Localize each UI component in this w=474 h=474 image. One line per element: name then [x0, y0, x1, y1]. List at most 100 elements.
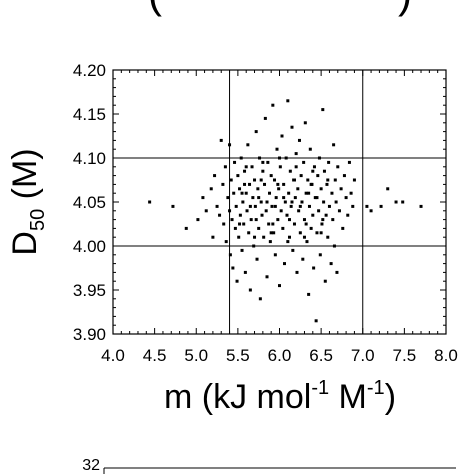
- data-point: [318, 253, 322, 257]
- data-point: [236, 174, 240, 178]
- data-point: [241, 200, 245, 204]
- data-point: [312, 266, 316, 270]
- x-tick-label: 4.0: [101, 346, 125, 365]
- data-point: [296, 187, 300, 191]
- data-point: [229, 178, 233, 182]
- data-point: [259, 178, 263, 182]
- data-point: [297, 138, 301, 142]
- data-point: [336, 165, 340, 169]
- data-point: [230, 218, 234, 222]
- data-point: [333, 178, 337, 182]
- y-tick-label: 3.90: [73, 325, 106, 344]
- data-point: [301, 257, 305, 261]
- y-tick-label: 4.20: [73, 61, 106, 80]
- data-point: [299, 174, 303, 178]
- data-point: [171, 204, 175, 208]
- data-point: [317, 156, 321, 160]
- data-point: [211, 235, 215, 239]
- data-point: [283, 200, 287, 204]
- data-point: [315, 196, 319, 200]
- data-point: [244, 191, 248, 195]
- bottom-panel-tick-label: 32: [82, 457, 100, 474]
- clipped-top-label-left: (: [148, 0, 162, 17]
- y-tick-label: 4.05: [73, 193, 106, 212]
- data-point: [313, 196, 317, 200]
- x-tick-label: 5.5: [226, 346, 250, 365]
- data-point: [269, 174, 273, 178]
- data-point: [254, 218, 258, 222]
- data-point: [253, 235, 257, 239]
- data-point: [332, 244, 336, 248]
- data-point: [228, 253, 232, 257]
- data-point: [264, 209, 268, 213]
- data-point: [300, 200, 304, 204]
- data-point: [309, 182, 313, 186]
- data-point: [201, 196, 205, 200]
- grid-lines: [113, 70, 446, 334]
- data-point: [263, 116, 267, 120]
- data-point: [273, 178, 277, 182]
- data-point: [319, 187, 323, 191]
- data-point: [298, 204, 302, 208]
- data-point: [253, 204, 257, 208]
- data-point: [248, 182, 252, 186]
- data-point: [287, 218, 291, 222]
- data-point: [315, 231, 319, 235]
- data-point: [325, 182, 329, 186]
- data-point: [237, 235, 241, 239]
- data-point: [234, 204, 238, 208]
- data-point: [258, 297, 262, 301]
- data-point: [228, 143, 232, 147]
- data-point: [275, 147, 279, 151]
- data-point: [239, 156, 243, 160]
- data-point: [312, 165, 316, 169]
- data-point: [309, 226, 313, 230]
- data-point: [258, 156, 262, 160]
- data-point: [324, 213, 328, 217]
- data-point: [295, 270, 299, 274]
- data-point: [285, 213, 289, 217]
- data-point: [284, 156, 288, 160]
- data-point: [256, 187, 260, 191]
- data-point: [287, 235, 291, 239]
- y-ticks: 3.90 3.95 4.00 4.05 4.10 4.15 4.20: [73, 61, 446, 344]
- data-point: [314, 319, 318, 323]
- data-point: [327, 160, 331, 164]
- data-point: [308, 147, 312, 151]
- data-point: [266, 160, 270, 164]
- data-point: [279, 209, 283, 213]
- data-point: [311, 213, 315, 217]
- data-point: [233, 226, 237, 230]
- data-point: [369, 209, 373, 213]
- data-point: [277, 187, 281, 191]
- data-point: [243, 169, 247, 173]
- data-point: [233, 160, 237, 164]
- data-point: [219, 138, 223, 142]
- data-point: [327, 204, 331, 208]
- data-point: [298, 231, 302, 235]
- data-point: [262, 235, 266, 239]
- data-point: [280, 134, 284, 138]
- data-point: [302, 160, 306, 164]
- data-point: [306, 178, 310, 182]
- y-tick-label: 4.00: [73, 237, 106, 256]
- data-point: [286, 240, 290, 244]
- data-point: [339, 187, 343, 191]
- data-point: [290, 125, 294, 129]
- data-point: [238, 187, 242, 191]
- data-point: [247, 231, 251, 235]
- y-tick-label: 4.15: [73, 105, 106, 124]
- data-point: [292, 178, 296, 182]
- data-point: [365, 204, 369, 208]
- data-point: [307, 191, 311, 195]
- data-point: [352, 178, 356, 182]
- data-point: [419, 204, 423, 208]
- data-point: [226, 196, 230, 200]
- data-point: [322, 169, 326, 173]
- x-tick-label: 7.0: [351, 346, 375, 365]
- data-point: [240, 191, 244, 195]
- data-point: [235, 279, 239, 283]
- data-point: [148, 200, 152, 204]
- data-point: [322, 200, 326, 204]
